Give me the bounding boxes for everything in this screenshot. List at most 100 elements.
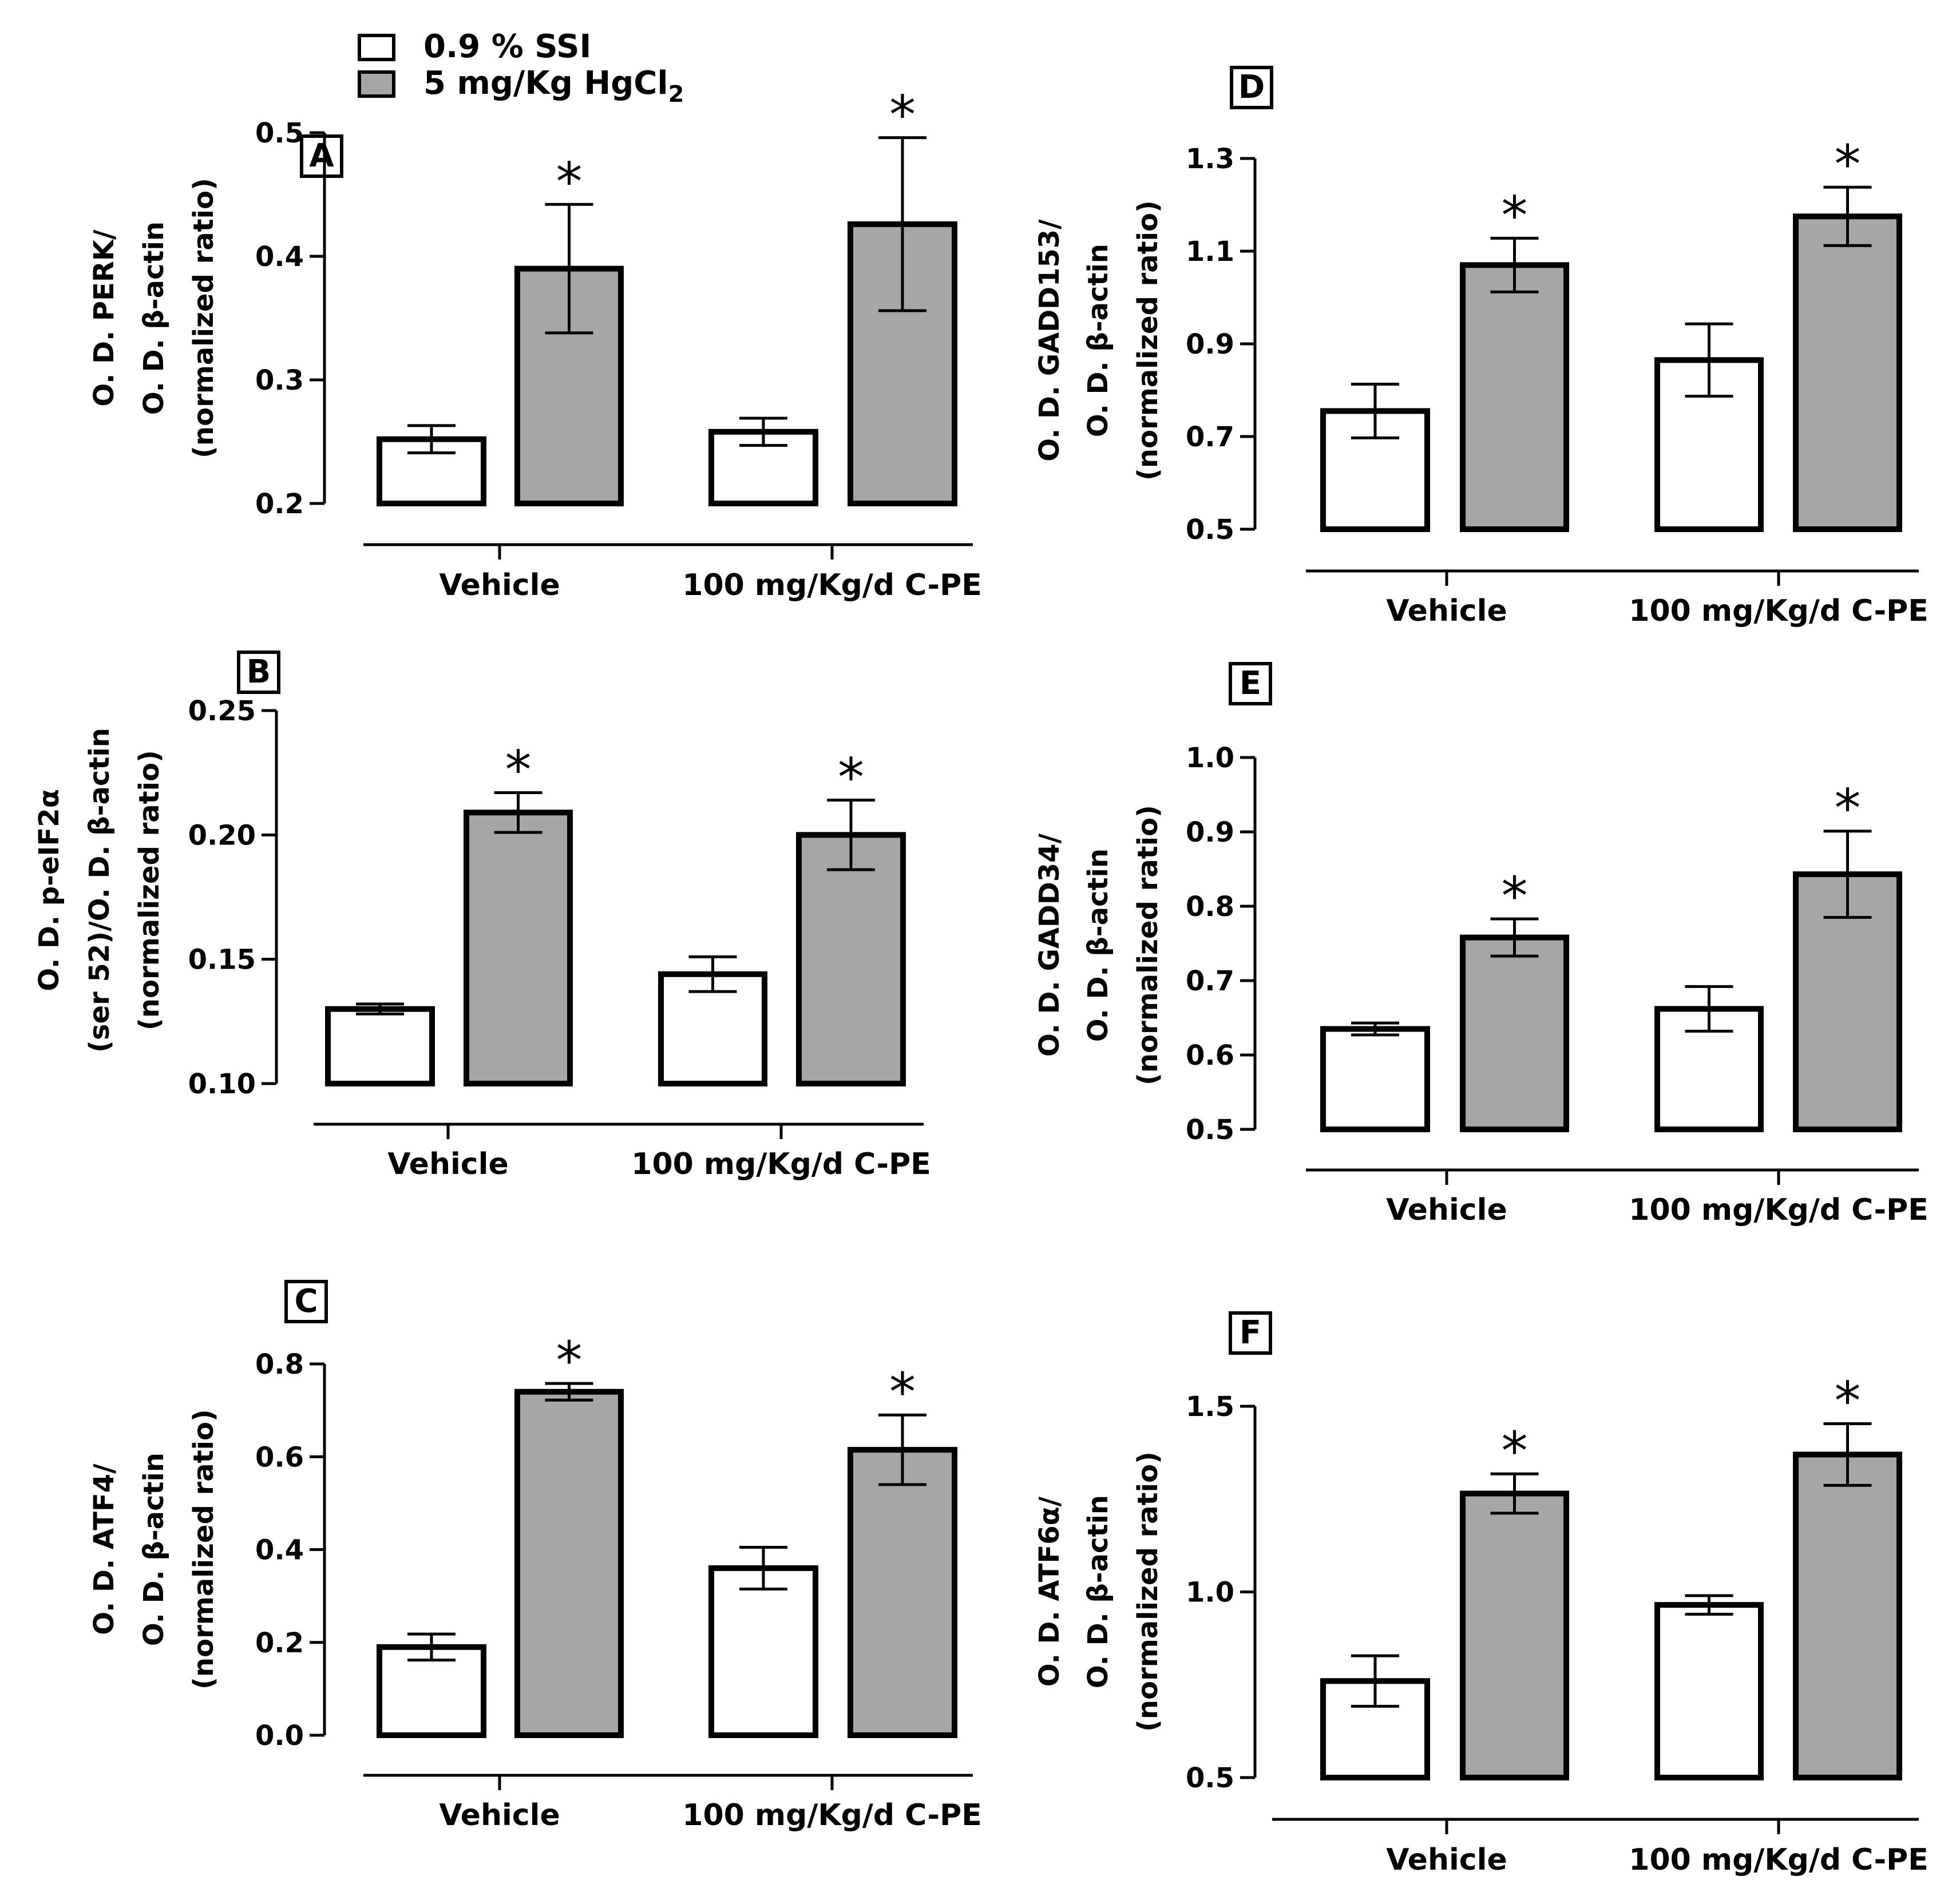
panel-f: F 0.5 1.0 1.5 O. D. ATF6α/O. D. β-actin (norm… — [1034, 1311, 1929, 1877]
bar — [1793, 1451, 1902, 1781]
y-tick-label: 0.7 — [1186, 421, 1234, 453]
bar — [464, 810, 573, 1087]
y-axis-title-line: (normalized ratio) — [133, 750, 165, 1030]
bar — [796, 832, 906, 1087]
panel-label-box — [1229, 662, 1272, 705]
y-tick-label: 1.0 — [1186, 742, 1234, 774]
legend: 0.9 % SSI 5 mg/Kg HgCl2 — [358, 28, 684, 108]
y-tick-label: 0.2 — [255, 488, 304, 520]
y-tick-label: 1.3 — [1186, 143, 1234, 175]
y-tick-label: 0.5 — [255, 117, 304, 149]
y-tick-label: 0.25 — [188, 695, 256, 727]
legend-label-saline: 0.9 % SSI — [423, 28, 591, 65]
y-axis-title-line: (normalized ratio) — [188, 178, 220, 458]
x-category-label: Vehicle — [439, 1798, 560, 1832]
y-tick-label: 1.1 — [1186, 236, 1234, 268]
y-tick-label: 0.10 — [188, 1068, 256, 1100]
panel-d: D 0.5 0.7 0.9 1.1 1.3 O. D. GADD153/O. D. β-ac… — [1034, 66, 1929, 628]
x-category-label: Vehicle — [1386, 1193, 1507, 1227]
panel-c: C 0.0 0.2 0.4 0.6 0.8 O. D. ATF4/O. D. β-actin… — [88, 1280, 982, 1832]
y-axis-title-line: O. D. GADD153/ — [1034, 219, 1066, 462]
bar — [1460, 1490, 1569, 1780]
panel-label-box — [1230, 66, 1273, 109]
legend-label-hgcl2-sub: 2 — [668, 81, 684, 108]
significance-marker: * — [838, 747, 864, 808]
significance-marker: * — [1835, 134, 1861, 195]
y-tick-label: 0.9 — [1186, 328, 1234, 360]
y-axis-title-line: (normalized ratio) — [1132, 1451, 1164, 1732]
bar — [1793, 213, 1902, 532]
x-category-label: Vehicle — [1386, 594, 1507, 628]
bar — [708, 1565, 818, 1738]
bar — [325, 1006, 435, 1086]
y-axis-title-line: O. D. PERK/ — [88, 229, 120, 407]
x-category-label: Vehicle — [439, 568, 560, 602]
x-category-label: Vehicle — [1386, 1843, 1507, 1877]
y-axis-title-line: O. D. β-actin — [1082, 848, 1114, 1042]
y-axis-title-line: (ser 52)/O. D. β-actin — [84, 728, 116, 1053]
significance-marker: * — [1835, 1371, 1861, 1432]
panel-label: B — [247, 653, 271, 691]
x-category-label: 100 mg/Kg/d C-PE — [1629, 1193, 1928, 1227]
significance-marker: * — [889, 1362, 916, 1423]
y-tick-label: 0.7 — [1186, 965, 1234, 997]
panel-label: E — [1240, 665, 1261, 702]
y-tick-label: 1.5 — [1186, 1391, 1234, 1423]
significance-marker: * — [505, 739, 532, 800]
y-axis-title-line: O. D. GADD34/ — [1034, 834, 1066, 1057]
panel-b: B 0.10 0.15 0.20 0.25 O. D. p-eIF2α (ser 52)/O… — [33, 651, 931, 1181]
bar — [514, 1389, 624, 1739]
y-tick-label: 0.4 — [255, 241, 304, 273]
y-axis-title-line: O. D. ATF4/ — [88, 1463, 120, 1635]
y-tick-label: 0.5 — [1186, 514, 1234, 546]
panel-e: E 0.5 0.6 0.7 0.8 0.9 1.0 O. D. GADD34/O. D. β-… — [1034, 662, 1929, 1227]
y-tick-label: 0.8 — [1186, 891, 1234, 923]
legend-label-hgcl2-text: 5 mg/Kg HgCl — [423, 65, 668, 102]
significance-marker: * — [556, 1330, 583, 1391]
y-tick-label: 1.0 — [1186, 1577, 1234, 1609]
legend-swatch-hgcl2 — [358, 70, 395, 98]
y-axis-title-line: (normalized ratio) — [1132, 200, 1164, 481]
legend-label-hgcl2: 5 mg/Kg HgCl2 — [423, 65, 684, 108]
panel-label: A — [309, 137, 334, 174]
legend-swatch-saline — [358, 34, 395, 61]
bar — [1460, 262, 1569, 532]
y-axis-title-line: (normalized ratio) — [188, 1409, 220, 1689]
y-axis-title-line: (normalized ratio) — [1132, 805, 1164, 1085]
y-tick-label: 0.0 — [255, 1720, 304, 1752]
significance-marker: * — [1502, 866, 1528, 927]
significance-marker: * — [889, 85, 916, 146]
y-axis-title-line: O. D. β-actin — [1082, 244, 1114, 437]
y-tick-label: 0.6 — [1186, 1040, 1234, 1072]
bar — [848, 1447, 957, 1739]
significance-marker: * — [1502, 185, 1528, 246]
x-category-label: Vehicle — [387, 1147, 508, 1181]
y-tick-label: 0.5 — [1186, 1114, 1234, 1146]
y-tick-label: 0.3 — [255, 364, 304, 396]
panel-label: F — [1240, 1314, 1261, 1351]
y-tick-label: 0.20 — [188, 819, 256, 851]
panel-label-box — [1229, 1311, 1272, 1355]
y-tick-label: 0.9 — [1186, 816, 1234, 848]
y-axis-title-line: O. D. β-actin — [138, 221, 170, 415]
y-axis-title-line: O. D. p-eIF2α — [33, 789, 65, 991]
panel-label-box — [237, 651, 280, 694]
y-tick-label: 0.6 — [255, 1441, 304, 1473]
y-axis-title-line: O. D. ATF6α/ — [1034, 1496, 1066, 1687]
y-tick-label: 0.4 — [255, 1534, 304, 1566]
significance-marker: * — [1502, 1421, 1528, 1482]
panel-label: D — [1238, 69, 1265, 106]
bar — [1460, 934, 1569, 1132]
bar — [1320, 1026, 1430, 1132]
significance-marker: * — [556, 151, 583, 212]
panel-label-box — [284, 1280, 328, 1323]
x-category-label: 100 mg/Kg/d C-PE — [1629, 1843, 1928, 1877]
panel-label-box — [300, 134, 343, 178]
x-category-label: 100 mg/Kg/d C-PE — [1629, 594, 1928, 628]
y-axis-title-line: O. D. β-actin — [138, 1453, 170, 1646]
y-tick-label: 0.2 — [255, 1627, 304, 1659]
y-tick-label: 0.5 — [1186, 1762, 1234, 1794]
panel-a: A 0.2 0.3 0.4 0.5 O. D. PERK/O. D. β-actin (no… — [88, 85, 982, 602]
x-category-label: 100 mg/Kg/d C-PE — [682, 568, 981, 602]
